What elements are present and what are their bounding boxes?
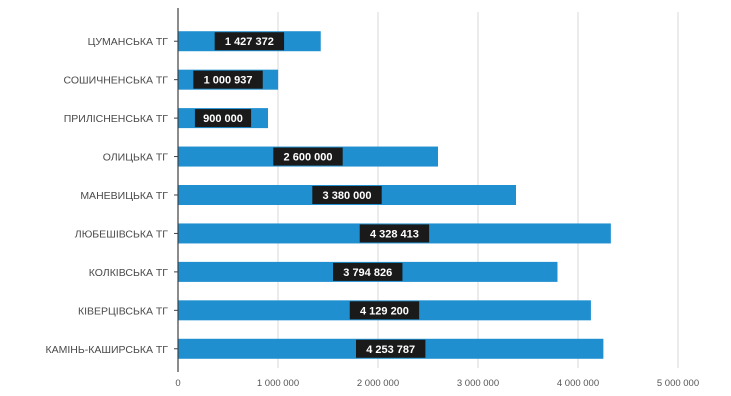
data-label-box xyxy=(333,262,403,281)
category-labels: ЦУМАНСЬКА ТГ СОШИЧНЕНСЬКА ТГ ПРИЛІСНЕНСЬКА… xyxy=(45,36,178,356)
cropped-title-strip xyxy=(0,0,731,14)
data-label-box xyxy=(214,32,285,51)
data-label: 4 328 413 xyxy=(370,228,419,240)
data-label: 4 129 200 xyxy=(360,305,409,317)
category-label: СОШИЧНЕНСЬКА ТГ xyxy=(64,75,169,87)
data-label-box xyxy=(273,147,343,166)
category-label: КОЛКІВСЬКА ТГ xyxy=(89,267,169,279)
category-label: ПРИЛІСНЕНСЬКА ТГ xyxy=(64,113,169,125)
data-label: 1 427 372 xyxy=(225,36,274,48)
category-label: ОЛИЦЬКА ТГ xyxy=(103,152,169,164)
data-label: 1 000 937 xyxy=(204,75,253,87)
x-tick-label: 4 000 000 xyxy=(557,378,599,389)
category-label: ЛЮБЕШІВСЬКА ТГ xyxy=(75,228,169,240)
category-label: КІВЕРЦІВСЬКА ТГ xyxy=(78,305,168,317)
x-tick-label: 3 000 000 xyxy=(457,378,499,389)
data-label-box xyxy=(312,186,382,204)
data-label-box xyxy=(359,224,430,243)
data-label: 3 794 826 xyxy=(343,267,392,279)
x-tick-label: 2 000 000 xyxy=(357,378,399,389)
data-label: 900 000 xyxy=(203,113,243,125)
data-label-box xyxy=(193,70,263,89)
data-label: 2 600 000 xyxy=(284,152,333,164)
category-label: ЦУМАНСЬКА ТГ xyxy=(88,36,169,48)
data-label-box xyxy=(194,109,252,128)
data-label-box xyxy=(355,339,426,358)
x-tick-label: 1 000 000 xyxy=(257,378,299,389)
data-label: 4 253 787 xyxy=(366,344,415,356)
category-label: МАНЕВИЦЬКА ТГ xyxy=(80,190,168,202)
data-label-box xyxy=(349,301,420,320)
x-axis-tick-labels: 0 1 000 000 2 000 000 3 000 000 4 000 000 5 0… xyxy=(175,378,699,389)
x-tick-label: 5 000 000 xyxy=(657,378,699,389)
data-label: 3 380 000 xyxy=(323,190,372,202)
data-labels: 1 427 372 1 000 937 900 000 2 600 000 3 380 … xyxy=(193,32,430,358)
category-label: КАМІНЬ-КАШИРСЬКА ТГ xyxy=(45,344,168,356)
x-tick-label: 0 xyxy=(175,378,180,389)
